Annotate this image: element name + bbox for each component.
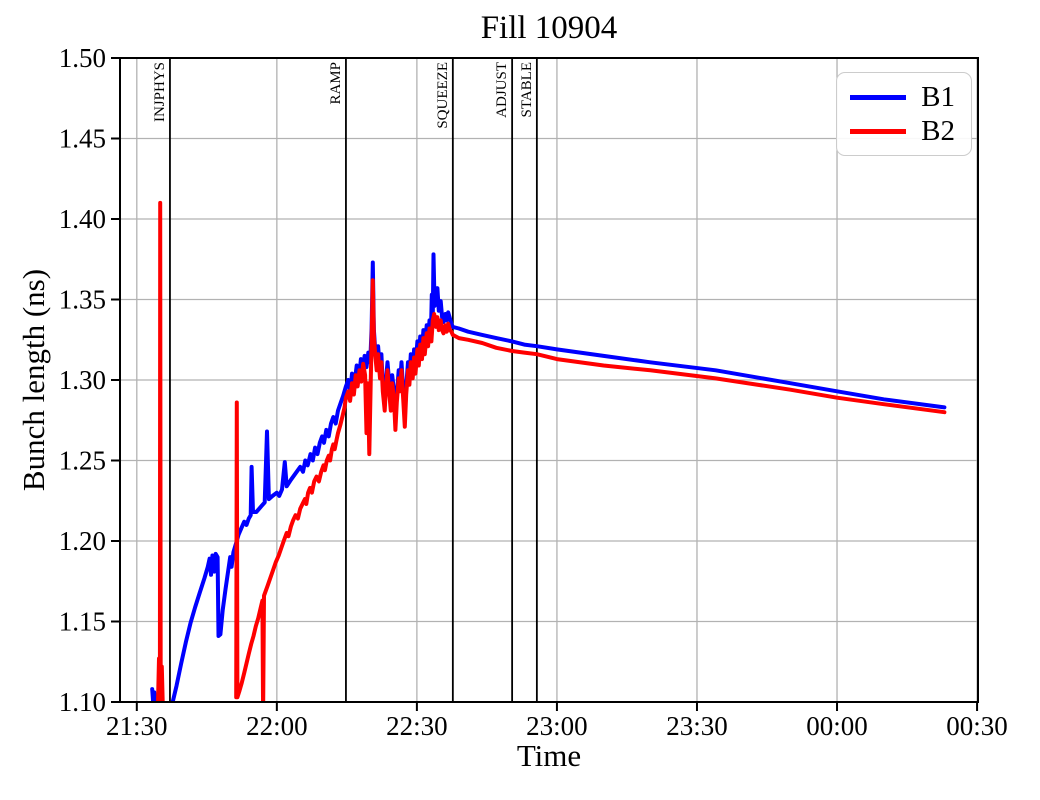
legend-swatch-b2	[850, 128, 907, 134]
y-tick-label: 1.35	[59, 285, 106, 315]
y-tick-label: 1.40	[59, 204, 106, 234]
legend-label-b1: B1	[921, 80, 955, 113]
series-line-b2	[234, 278, 947, 702]
event-label-stable: STABLE	[519, 62, 535, 117]
y-axis-label: Bunch length (ns)	[16, 268, 51, 492]
y-tick-label: 1.30	[59, 365, 106, 395]
chart-title: Fill 10904	[480, 10, 618, 46]
y-tick-label: 1.15	[59, 607, 106, 637]
event-label-adjust: ADJUST	[494, 62, 510, 118]
x-tick-label: 00:00	[806, 711, 868, 741]
y-tick-label: 1.20	[59, 526, 106, 556]
y-tick-label: 1.10	[59, 687, 106, 717]
series-line-b1	[170, 252, 947, 702]
y-tick-label: 1.25	[59, 446, 106, 476]
y-tick-label: 1.50	[59, 43, 106, 73]
x-tick-label: 23:30	[666, 711, 728, 741]
x-tick-label: 22:30	[386, 711, 448, 741]
legend-swatch-b1	[850, 94, 907, 100]
x-axis-label: Time	[516, 738, 582, 773]
legend-item-b2: B2	[850, 114, 955, 148]
y-tick-label: 1.45	[59, 124, 106, 154]
series-line-b1	[150, 687, 158, 702]
x-tick-label: 00:30	[946, 711, 1008, 741]
legend-item-b1: B1	[850, 80, 955, 114]
event-label-ramp: RAMP	[328, 62, 344, 105]
x-tick-label: 23:00	[526, 711, 588, 741]
x-tick-label: 22:00	[246, 711, 308, 741]
series-line-b2	[156, 200, 165, 702]
event-label-squeeze: SQUEEZE	[435, 62, 451, 129]
x-tick-label: 21:30	[106, 711, 168, 741]
legend-label-b2: B2	[921, 114, 955, 147]
event-label-injphys: INJPHYS	[152, 62, 168, 122]
legend: B1 B2	[836, 72, 972, 156]
